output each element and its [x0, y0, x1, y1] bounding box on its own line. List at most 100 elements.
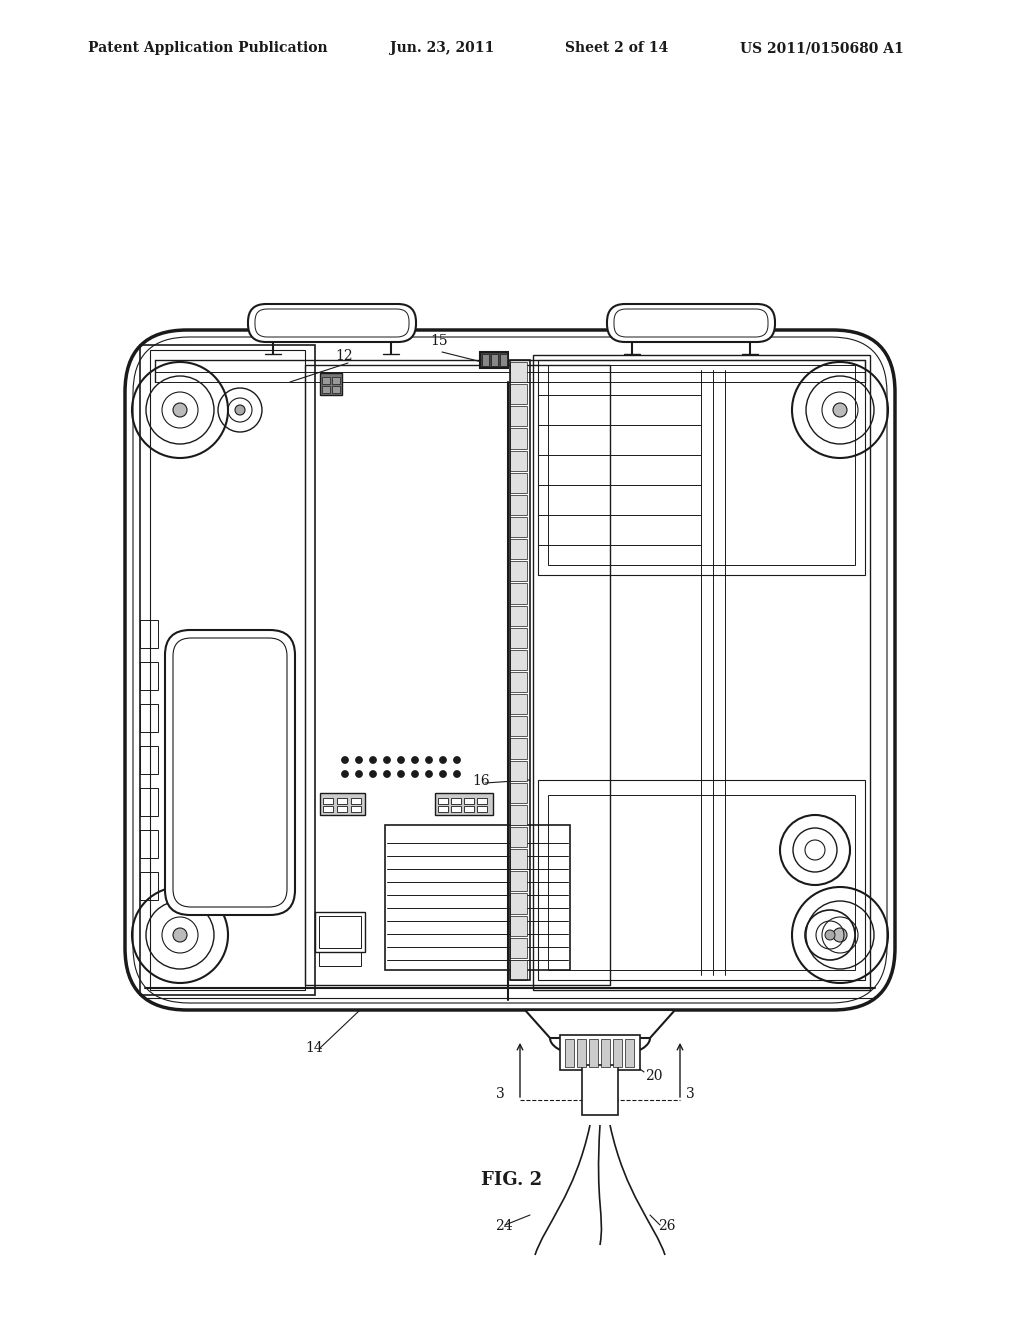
Circle shape: [439, 756, 446, 763]
Bar: [140, 830, 158, 858]
Circle shape: [355, 756, 362, 763]
Bar: [510, 473, 527, 492]
Bar: [477, 799, 487, 804]
Bar: [332, 385, 340, 393]
Bar: [510, 539, 527, 560]
Bar: [510, 760, 527, 780]
Polygon shape: [525, 1010, 675, 1038]
Text: 15: 15: [430, 334, 447, 348]
Bar: [538, 780, 865, 979]
FancyBboxPatch shape: [125, 330, 895, 1010]
FancyBboxPatch shape: [248, 304, 416, 342]
Bar: [548, 795, 855, 970]
Bar: [140, 704, 158, 733]
Circle shape: [384, 756, 390, 763]
Bar: [319, 952, 361, 966]
Bar: [140, 746, 158, 774]
Bar: [451, 807, 461, 812]
Bar: [510, 450, 527, 471]
Text: 16: 16: [472, 774, 489, 788]
Bar: [323, 799, 333, 804]
Bar: [482, 354, 489, 366]
Circle shape: [384, 771, 390, 777]
Bar: [510, 694, 527, 714]
Bar: [140, 663, 158, 690]
Bar: [510, 916, 527, 936]
Circle shape: [412, 756, 419, 763]
Bar: [510, 960, 527, 979]
Bar: [510, 672, 527, 692]
Bar: [140, 873, 158, 900]
Text: 26: 26: [658, 1218, 676, 1233]
Bar: [140, 620, 158, 648]
Bar: [582, 1065, 618, 1115]
Bar: [464, 799, 474, 804]
Circle shape: [454, 771, 461, 777]
Bar: [601, 1039, 610, 1067]
Circle shape: [454, 756, 461, 763]
Circle shape: [397, 771, 404, 777]
Bar: [480, 352, 508, 368]
Bar: [510, 849, 527, 870]
Bar: [319, 793, 365, 814]
Circle shape: [833, 403, 847, 417]
Circle shape: [397, 756, 404, 763]
Text: Sheet 2 of 14: Sheet 2 of 14: [565, 41, 669, 55]
Bar: [589, 1039, 598, 1067]
Bar: [510, 828, 527, 847]
Bar: [385, 825, 570, 970]
Text: US 2011/0150680 A1: US 2011/0150680 A1: [740, 41, 904, 55]
Text: Patent Application Publication: Patent Application Publication: [88, 41, 328, 55]
Circle shape: [173, 928, 187, 942]
Bar: [490, 354, 498, 366]
Bar: [510, 407, 527, 426]
Bar: [565, 1039, 574, 1067]
Bar: [319, 374, 342, 395]
Circle shape: [341, 756, 348, 763]
Bar: [323, 807, 333, 812]
Circle shape: [341, 771, 348, 777]
Circle shape: [439, 771, 446, 777]
Bar: [534, 355, 870, 990]
Bar: [510, 384, 527, 404]
Text: FIG. 2: FIG. 2: [481, 1171, 543, 1189]
Text: 20: 20: [645, 1069, 663, 1082]
Bar: [510, 517, 527, 537]
Circle shape: [355, 771, 362, 777]
Bar: [548, 366, 855, 565]
Bar: [560, 1035, 640, 1071]
Bar: [510, 362, 527, 383]
Bar: [140, 788, 158, 816]
Bar: [315, 912, 365, 952]
Bar: [510, 360, 530, 979]
Bar: [538, 360, 865, 576]
Bar: [351, 799, 361, 804]
Circle shape: [825, 931, 835, 940]
Bar: [319, 916, 361, 948]
FancyBboxPatch shape: [165, 630, 295, 915]
Bar: [625, 1039, 634, 1067]
Bar: [305, 366, 610, 985]
Circle shape: [426, 756, 432, 763]
Bar: [510, 894, 527, 913]
Bar: [500, 354, 507, 366]
Bar: [510, 561, 527, 581]
Bar: [510, 738, 527, 759]
Bar: [510, 717, 527, 737]
Bar: [510, 937, 527, 958]
Circle shape: [173, 403, 187, 417]
Bar: [577, 1039, 586, 1067]
Circle shape: [412, 771, 419, 777]
Text: 3: 3: [686, 1086, 694, 1101]
Circle shape: [234, 405, 245, 414]
Bar: [510, 805, 527, 825]
Circle shape: [370, 771, 377, 777]
Bar: [464, 807, 474, 812]
Bar: [510, 871, 527, 891]
Bar: [435, 793, 493, 814]
Text: 24: 24: [495, 1218, 513, 1233]
Text: 3: 3: [496, 1086, 505, 1101]
Bar: [451, 799, 461, 804]
FancyBboxPatch shape: [607, 304, 775, 342]
Text: Jun. 23, 2011: Jun. 23, 2011: [390, 41, 495, 55]
